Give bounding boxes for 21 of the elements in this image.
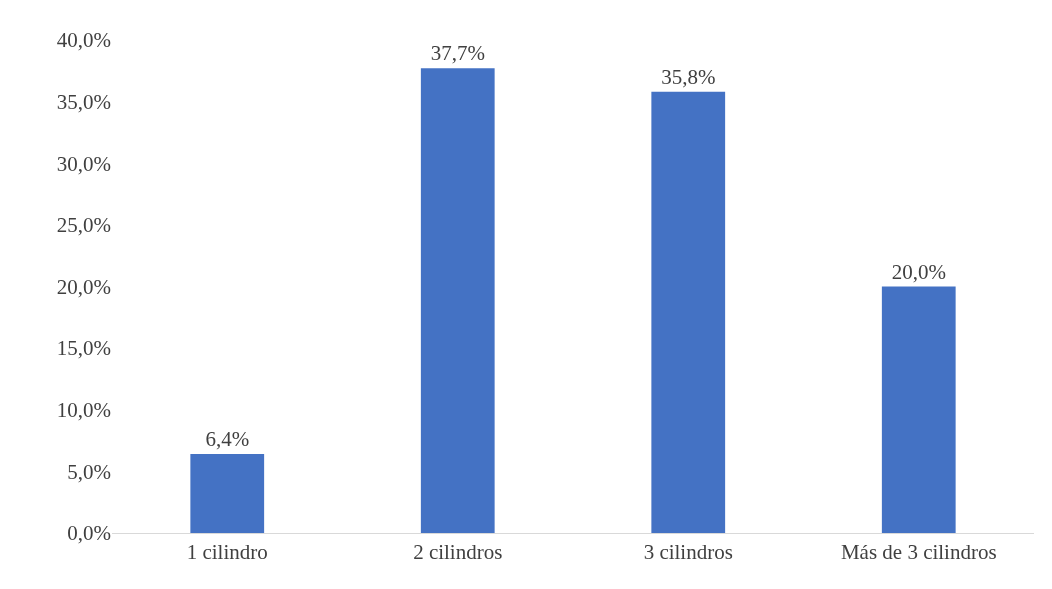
x-tick-label: 1 cilindro — [186, 540, 268, 565]
y-tick-label: 10,0% — [56, 398, 111, 423]
bar — [651, 91, 726, 533]
data-label: 6,4% — [205, 427, 250, 452]
y-tick-label: 15,0% — [56, 336, 111, 361]
data-label: 37,7% — [430, 41, 485, 66]
y-tick-label: 30,0% — [56, 151, 111, 176]
y-tick-label: 40,0% — [56, 28, 111, 53]
x-tick-label: 2 cilindros — [413, 540, 503, 565]
data-label: 35,8% — [661, 64, 716, 89]
data-label: 20,0% — [891, 259, 946, 284]
y-tick-label: 25,0% — [56, 213, 111, 238]
y-tick-label: 5,0% — [67, 459, 111, 484]
x-tick-label: 3 cilindros — [643, 540, 733, 565]
x-tick-label: Más de 3 cilindros — [840, 540, 997, 565]
bar — [420, 68, 495, 533]
bar — [190, 454, 265, 533]
y-tick-label: 35,0% — [56, 89, 111, 114]
y-tick-label: 0,0% — [67, 521, 111, 546]
bar — [881, 286, 956, 533]
y-tick-label: 20,0% — [56, 274, 111, 299]
